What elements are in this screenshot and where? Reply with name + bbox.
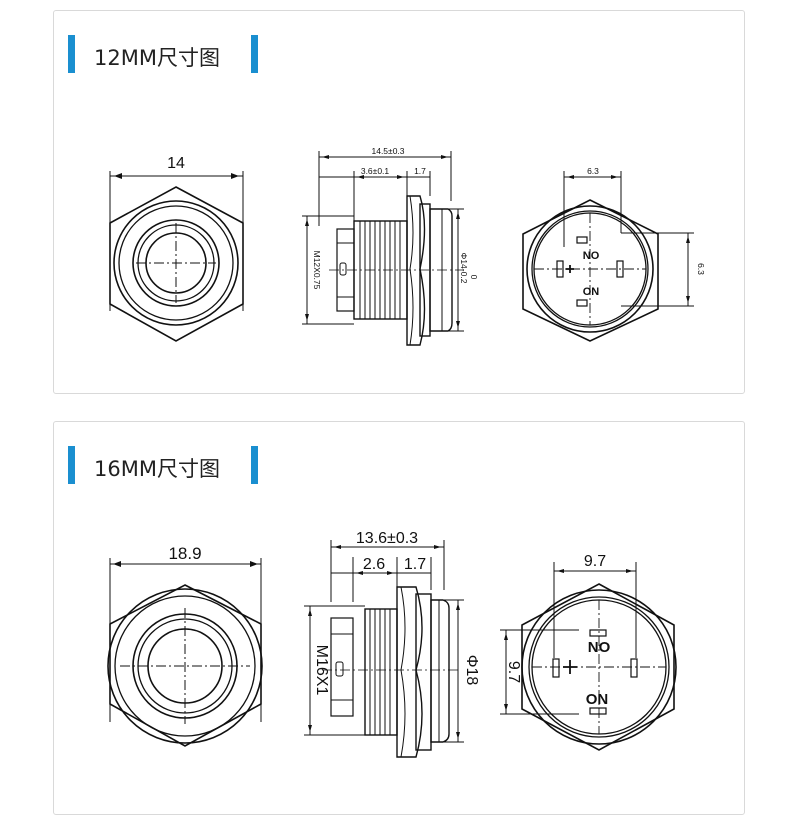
accent-bar-right [251,446,258,484]
front-width-label: 14 [167,155,185,172]
front-width-label: 18.9 [168,544,201,563]
back-height-label: 6.3 [696,263,706,275]
side-view: 14.5±0.3 3.6±0.1 1.7 M12X0.75 [302,146,479,346]
on-label: ON [586,691,609,708]
side-length-label: 13.6±0.3 [356,530,418,547]
side-sub-label-2: 1.7 [404,556,426,573]
diameter-label: Φ18 [463,655,480,686]
drawing-16mm: 18.9 13.6±0.3 2.6 1.7 [107,530,677,758]
drawing-12mm: 14 14.5±0.3 3.6±0.1 1.7 [109,146,706,346]
no-label: NO [583,250,600,262]
back-width-label: 6.3 [587,166,599,176]
accent-bar-left [68,35,75,73]
back-view: 6.3 NO ON 6.3 [522,166,706,342]
side-view: 13.6±0.3 2.6 1.7 M16X1 [304,530,480,758]
section-title: 16MM尺寸图 [94,457,220,481]
back-width-label: 9.7 [584,553,606,570]
back-view: 9.7 NO ON 9.7 [500,553,677,751]
diameter-tolerance-label: 0 [469,275,479,280]
thread-label: M16X1 [313,645,330,696]
front-view: 18.9 [107,544,263,747]
back-height-label: 9.7 [505,661,522,683]
diameter-label: Φ14-0.2 [459,253,469,284]
card-16mm: 16MM尺寸图 18.9 13.6±0.3 [53,421,745,815]
side-sub-label-1: 3.6±0.1 [361,166,390,176]
side-length-label: 14.5±0.3 [371,146,404,156]
section-header: 16MM尺寸图 [68,446,268,484]
front-view: 14 [109,155,244,342]
thread-label: M12X0.75 [312,251,322,290]
no-label: NO [588,639,611,656]
section-title: 12MM尺寸图 [94,46,220,70]
side-sub-label-1: 2.6 [363,556,385,573]
accent-bar-right [251,35,258,73]
on-label: ON [583,286,600,298]
side-sub-label-2: 1.7 [414,166,426,176]
section-header: 12MM尺寸图 [68,35,268,73]
card-12mm: 12MM尺寸图 14 14.5±0 [53,10,745,394]
accent-bar-left [68,446,75,484]
